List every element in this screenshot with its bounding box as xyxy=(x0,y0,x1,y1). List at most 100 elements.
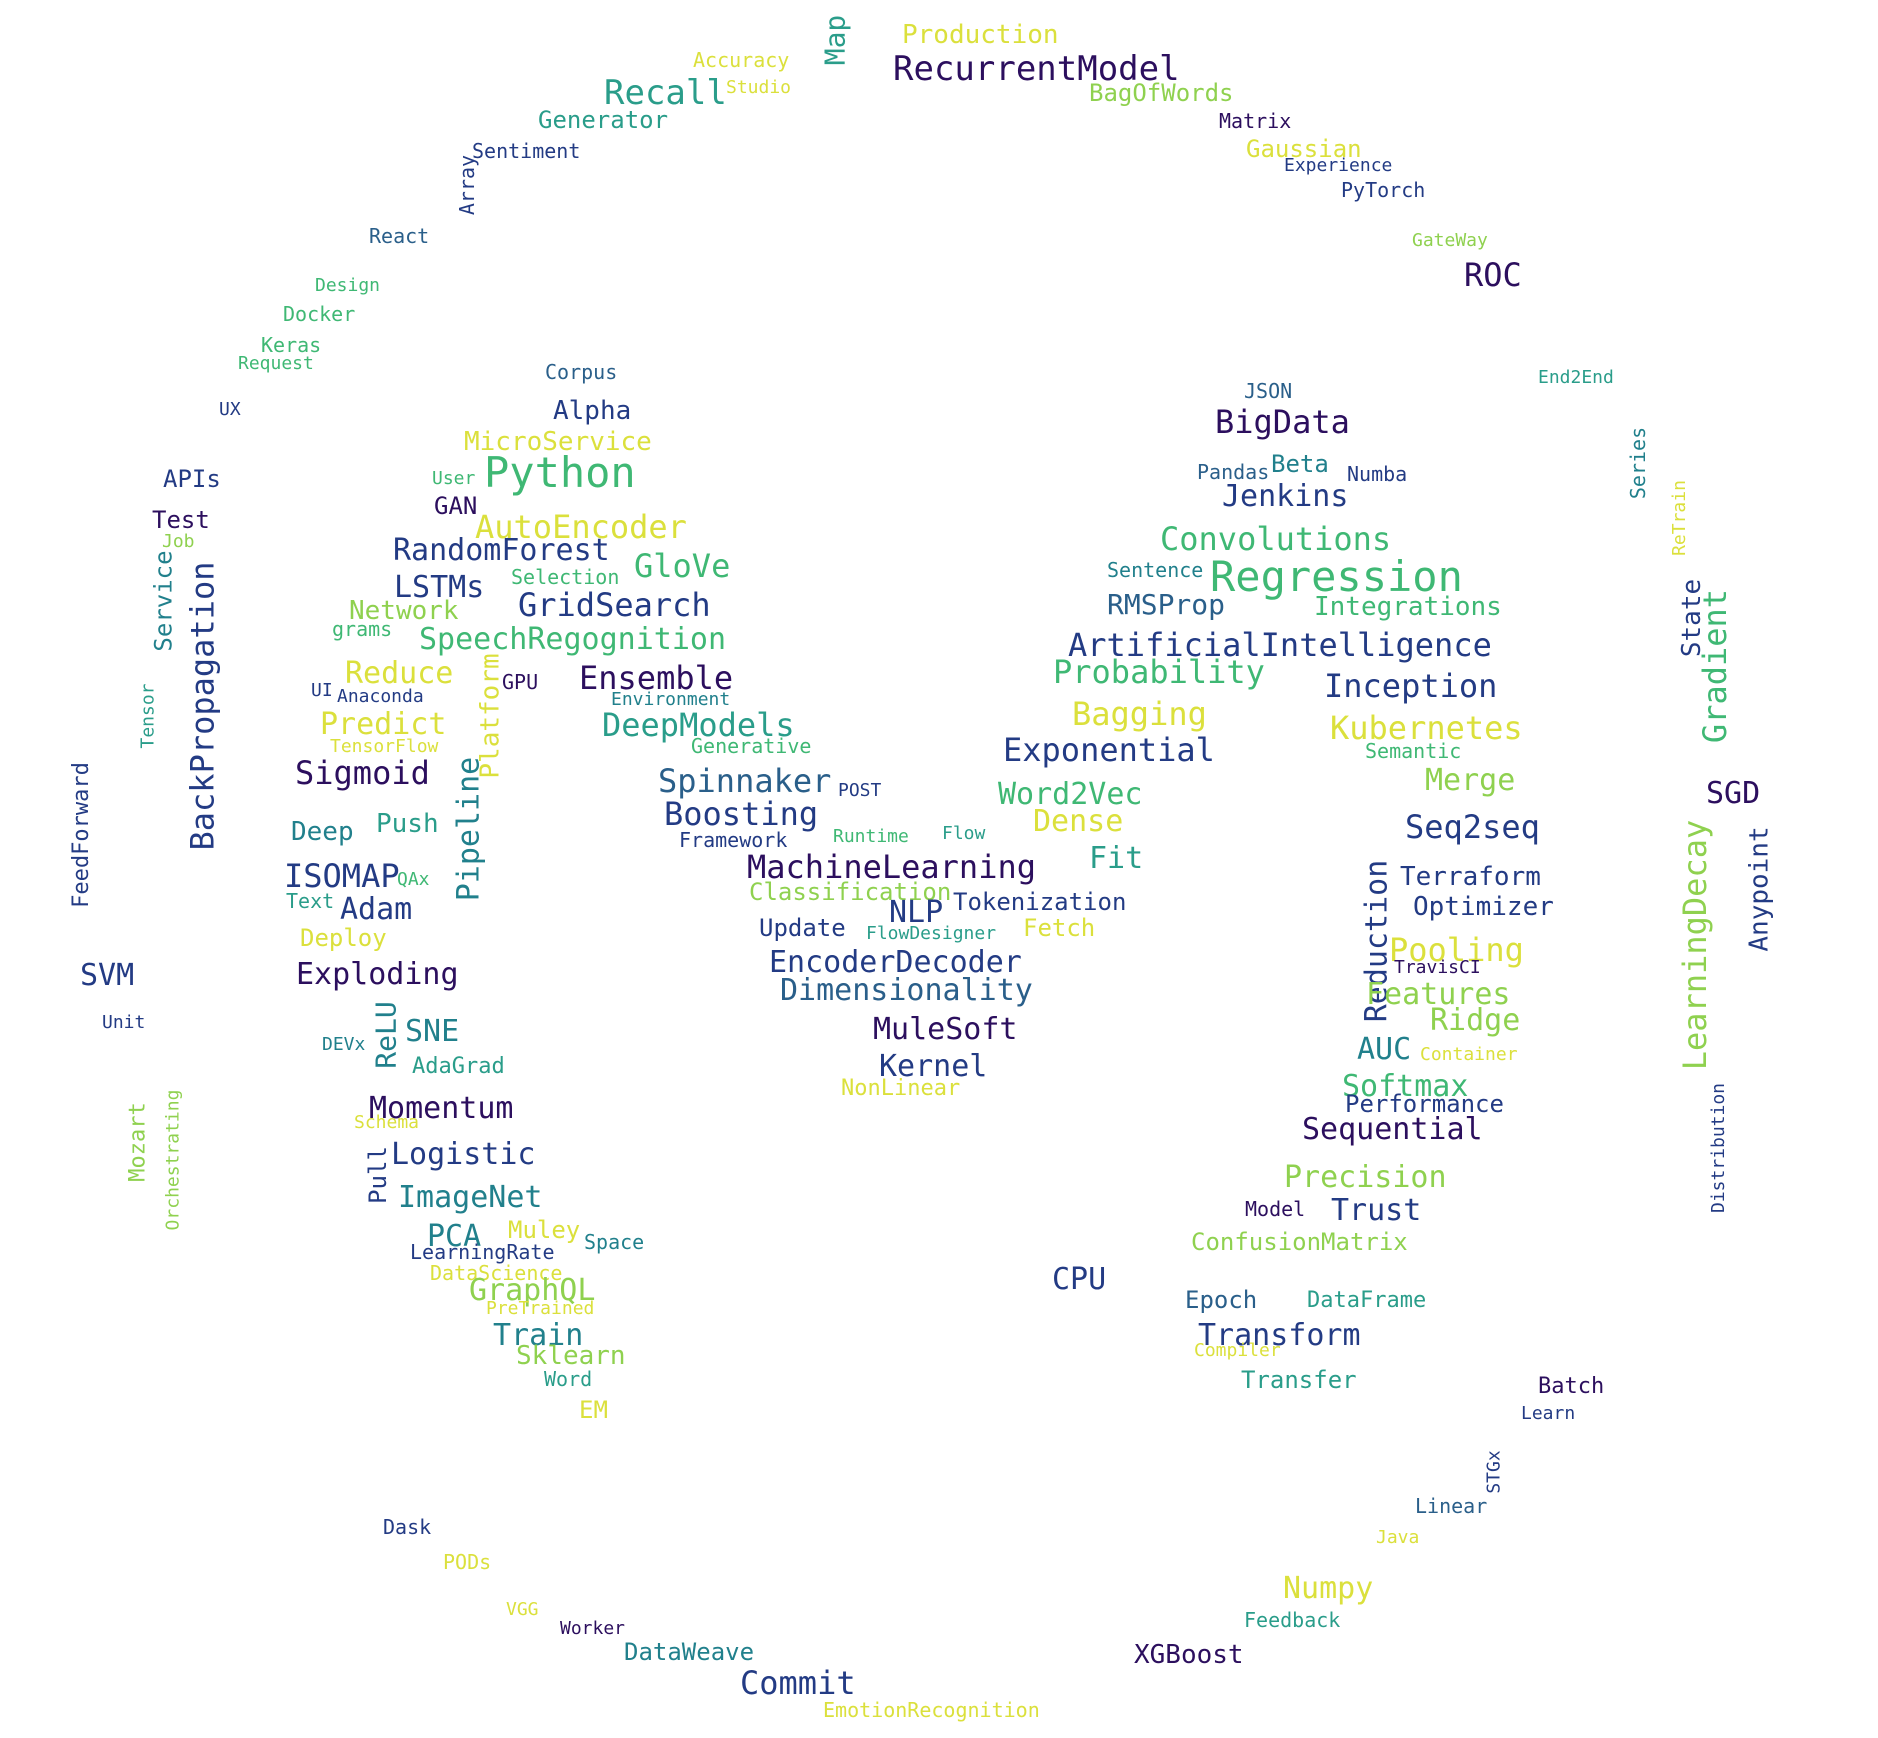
word-update: Update xyxy=(759,914,846,942)
word-dask: Dask xyxy=(383,1515,432,1539)
word-pca: PCA xyxy=(427,1219,482,1254)
word-array: Array xyxy=(455,154,480,216)
word-flow: Flow xyxy=(942,823,986,844)
word-rms-prop: RMSProp xyxy=(1107,588,1226,621)
word-learning-decay: LearningDecay xyxy=(1676,819,1715,1071)
word-schema: Schema xyxy=(354,1112,420,1133)
word-artificial-intelligence: ArtificialIntelligence xyxy=(1068,626,1492,664)
word-sklearn: Sklearn xyxy=(516,1341,626,1371)
word-generator: Generator xyxy=(538,106,669,134)
word-series: Series xyxy=(1626,426,1651,500)
word-production: Production xyxy=(902,20,1059,50)
word-word: Word xyxy=(544,1367,593,1391)
word-machine-learning: MachineLearning xyxy=(747,848,1036,886)
word-service: Service xyxy=(149,550,178,652)
word-integrations: Integrations xyxy=(1314,592,1502,622)
word-numba: Numba xyxy=(1347,462,1408,486)
word-py-torch: PyTorch xyxy=(1341,178,1426,202)
word-job: Job xyxy=(162,531,195,552)
word-user: User xyxy=(432,468,476,489)
word-lst-ms: LSTMs xyxy=(394,570,485,605)
word-network: Network xyxy=(349,596,459,626)
word-data-frame: DataFrame xyxy=(1307,1288,1427,1313)
word-image-net: ImageNet xyxy=(398,1180,543,1215)
word-experience: Experience xyxy=(1284,155,1393,176)
word-react: React xyxy=(369,224,430,248)
word-re-train: ReTrain xyxy=(1668,480,1690,556)
word-bag-of-words: BagOfWords xyxy=(1089,79,1234,107)
word-gradient: Gradient xyxy=(1696,588,1735,744)
word-java: Java xyxy=(1376,1527,1420,1548)
word-end2-end: End2End xyxy=(1538,367,1614,388)
word-dense: Dense xyxy=(1033,804,1124,839)
word-predict: Predict xyxy=(320,707,447,742)
word-beta: Beta xyxy=(1271,450,1329,478)
word-selection: Selection xyxy=(511,565,620,589)
word-graph-ql: GraphQL xyxy=(469,1273,596,1308)
word-unit: Unit xyxy=(102,1012,146,1033)
word-pull: Pull xyxy=(363,1146,392,1204)
word-data-science: DataScience xyxy=(430,1261,563,1285)
word-glo-ve: GloVe xyxy=(634,547,731,585)
word-random-forest: RandomForest xyxy=(393,533,610,568)
word-studio: Studio xyxy=(726,77,792,98)
word-seq2seq: Seq2seq xyxy=(1405,808,1540,846)
word-container: Container xyxy=(1420,1044,1518,1065)
word-compiler: Compiler xyxy=(1194,1340,1281,1361)
word-merge: Merge xyxy=(1425,763,1516,798)
word-em: EM xyxy=(579,1396,608,1424)
word-deep-models: DeepModels xyxy=(602,706,795,744)
word-pipeline: Pipeline xyxy=(451,756,487,902)
word-fetch: Fetch xyxy=(1023,914,1096,942)
word-recall: Recall xyxy=(604,73,727,113)
word-test: Test xyxy=(152,506,210,534)
word-feed-forward: FeedForward xyxy=(68,762,94,908)
word-pandas: Pandas xyxy=(1197,460,1270,484)
word-design: Design xyxy=(315,275,381,296)
word-ensemble: Ensemble xyxy=(579,659,734,697)
word-performance: Performance xyxy=(1345,1090,1504,1118)
word-tensor: Tensor xyxy=(137,683,159,749)
word-learning-rate: LearningRate xyxy=(410,1240,555,1264)
word-exponential: Exponential xyxy=(1003,731,1215,769)
word-gpu: GPU xyxy=(502,670,539,694)
word-anypoint: Anypoint xyxy=(1744,826,1775,952)
word-anaconda: Anaconda xyxy=(337,686,424,707)
word-boosting: Boosting xyxy=(664,795,819,833)
word-travis-ci: TravisCI xyxy=(1394,957,1481,978)
word-commit: Commit xyxy=(740,1664,856,1702)
word-inception: Inception xyxy=(1324,667,1498,705)
word-precision: Precision xyxy=(1284,1160,1447,1195)
word-fit: Fit xyxy=(1089,841,1144,876)
word-ui: UI xyxy=(311,680,333,701)
word-mozart: Mozart xyxy=(125,1102,151,1182)
word-gan: GAN xyxy=(434,492,478,520)
word-train: Train xyxy=(493,1318,584,1353)
word-logistic: Logistic xyxy=(391,1137,536,1172)
word-transform: Transform xyxy=(1198,1318,1361,1353)
word-q-ax: QAx xyxy=(397,869,430,890)
word-ridge: Ridge xyxy=(1430,1003,1521,1038)
word-momentum: Momentum xyxy=(369,1091,514,1126)
word-probability: Probability xyxy=(1053,653,1265,691)
word-ada-grad: AdaGrad xyxy=(412,1054,505,1079)
word-gaussian: Gaussian xyxy=(1246,135,1362,163)
word-word2-vec: Word2Vec xyxy=(998,777,1143,812)
word-alpha: Alpha xyxy=(553,396,632,426)
word-orchestrating: Orchestrating xyxy=(162,1089,184,1231)
word-kubernetes: Kubernetes xyxy=(1330,709,1523,747)
word-accuracy: Accuracy xyxy=(693,48,790,72)
word-re-lu: ReLU xyxy=(369,1001,403,1069)
word-regression: Regression xyxy=(1210,552,1463,601)
word-auto-encoder: AutoEncoder xyxy=(475,508,687,546)
word-cpu: CPU xyxy=(1052,1262,1107,1297)
word-dimensionality: Dimensionality xyxy=(780,973,1033,1008)
word-sequential: Sequential xyxy=(1302,1112,1483,1147)
word-pooling: Pooling xyxy=(1389,931,1524,969)
word-numpy: Numpy xyxy=(1283,1571,1374,1606)
word-mule-soft: MuleSoft xyxy=(873,1012,1018,1047)
word-speech-regognition: SpeechRegognition xyxy=(419,622,727,657)
word-worker: Worker xyxy=(560,1618,626,1639)
word-non-linear: NonLinear xyxy=(841,1076,961,1101)
word-jenkins: Jenkins xyxy=(1222,479,1349,514)
